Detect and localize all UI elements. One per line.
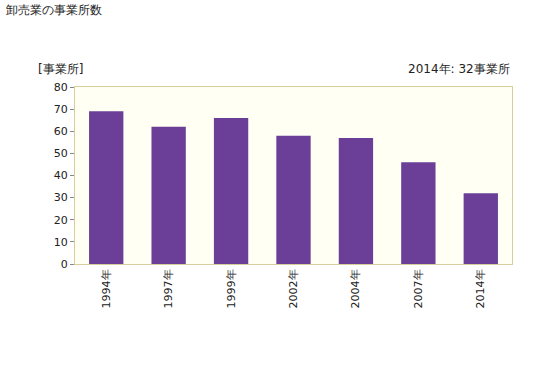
svg-text:2007年: 2007年 xyxy=(412,269,425,308)
svg-text:70: 70 xyxy=(54,103,68,116)
svg-text:50: 50 xyxy=(54,147,68,160)
svg-text:2014年: 32事業所: 2014年: 32事業所 xyxy=(408,62,510,76)
svg-text:1999年: 1999年 xyxy=(225,269,238,308)
svg-text:2014年: 2014年 xyxy=(474,269,487,308)
svg-text:80: 80 xyxy=(54,81,68,94)
svg-text:10: 10 xyxy=(54,236,68,249)
svg-text:40: 40 xyxy=(54,169,68,182)
svg-text:1997年: 1997年 xyxy=(162,269,175,308)
svg-text:[事業所]: [事業所] xyxy=(38,62,83,76)
svg-text:20: 20 xyxy=(54,214,68,227)
svg-text:1994年: 1994年 xyxy=(100,269,113,308)
svg-text:2004年: 2004年 xyxy=(350,269,363,308)
svg-text:卸売業の事業所数: 卸売業の事業所数 xyxy=(6,3,102,17)
svg-text:2002年: 2002年 xyxy=(287,269,300,308)
svg-text:30: 30 xyxy=(54,191,68,204)
svg-text:60: 60 xyxy=(54,125,68,138)
svg-text:0: 0 xyxy=(61,258,68,271)
